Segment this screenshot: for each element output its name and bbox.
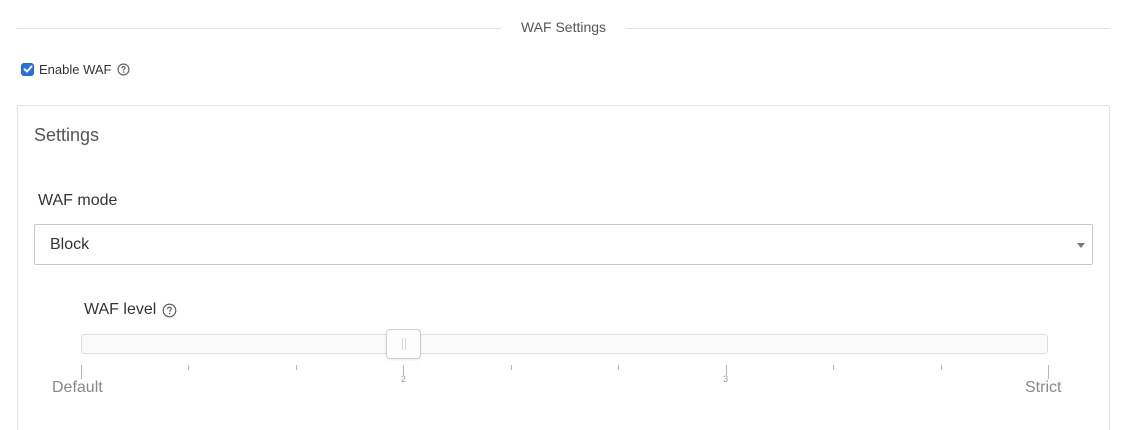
panel-title: Settings — [34, 125, 99, 146]
enable-waf-checkbox[interactable] — [21, 63, 34, 76]
help-circle-icon[interactable] — [162, 303, 177, 318]
tick-label-3: 3 — [720, 374, 732, 384]
tick-label-2: 2 — [397, 374, 409, 384]
check-icon — [23, 64, 33, 74]
slider-tick — [1048, 365, 1049, 379]
slider-tick — [511, 365, 512, 370]
slider-max-label: Strict — [1025, 379, 1061, 397]
slider-tick — [296, 365, 297, 370]
handle-grip — [405, 338, 406, 350]
waf-level-slider-track[interactable] — [81, 334, 1048, 354]
enable-waf-label[interactable]: Enable WAF — [39, 62, 112, 77]
waf-level-label: WAF level — [84, 301, 156, 319]
waf-level-label-row: WAF level — [84, 301, 177, 319]
section-header: WAF Settings — [17, 16, 1110, 40]
handle-grip — [402, 338, 403, 350]
help-circle-icon[interactable] — [117, 63, 130, 76]
slider-tick — [941, 365, 942, 370]
slider-min-label: Default — [52, 379, 103, 397]
slider-tick — [618, 365, 619, 370]
settings-panel: Settings WAF mode Block WAF level 2 3 De — [17, 105, 1110, 430]
slider-tick — [188, 365, 189, 370]
waf-mode-label: WAF mode — [38, 192, 117, 210]
divider-right — [626, 28, 1110, 29]
waf-mode-select[interactable]: Block — [34, 224, 1093, 265]
waf-mode-value: Block — [50, 236, 89, 254]
caret-down-icon — [1077, 243, 1085, 248]
slider-tick — [81, 365, 82, 379]
enable-waf-row: Enable WAF — [21, 60, 130, 78]
section-title: WAF Settings — [501, 19, 626, 35]
waf-level-slider-handle[interactable] — [386, 329, 421, 359]
divider-left — [17, 28, 501, 29]
slider-tick — [833, 365, 834, 370]
